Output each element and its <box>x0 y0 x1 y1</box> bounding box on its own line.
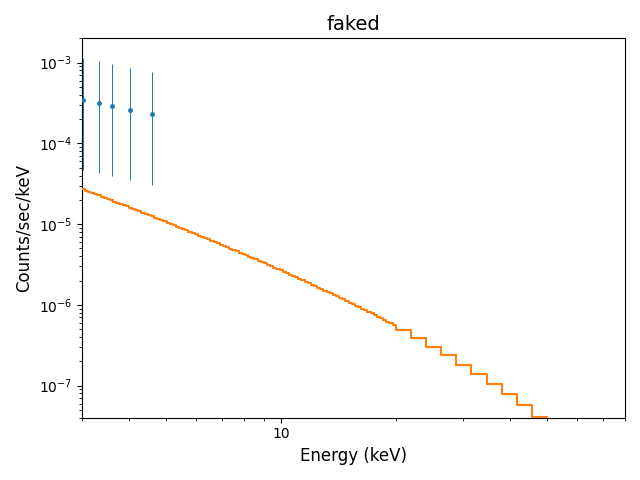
Y-axis label: Counts/sec/keV: Counts/sec/keV <box>15 164 33 292</box>
Title: faked: faked <box>326 15 380 34</box>
X-axis label: Energy (keV): Energy (keV) <box>300 447 407 465</box>
